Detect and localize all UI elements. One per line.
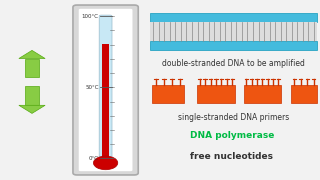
Text: 0°C: 0°C [89, 156, 99, 161]
Bar [150, 22, 317, 41]
Text: free nucleotides: free nucleotides [190, 152, 274, 161]
Text: double-stranded DNA to be amplified: double-stranded DNA to be amplified [162, 59, 305, 68]
Circle shape [93, 156, 118, 170]
Bar [291, 85, 317, 103]
Bar [244, 85, 281, 103]
Text: 50°C: 50°C [85, 85, 99, 90]
FancyBboxPatch shape [79, 9, 132, 171]
Text: single-stranded DNA primers: single-stranded DNA primers [178, 112, 289, 122]
Bar [150, 41, 317, 50]
Bar [25, 86, 39, 105]
Text: 100°C: 100°C [82, 14, 99, 19]
Bar [25, 58, 39, 77]
Bar [152, 85, 184, 103]
Bar [197, 85, 235, 103]
Bar [102, 44, 109, 158]
FancyBboxPatch shape [99, 15, 112, 159]
Text: DNA polymerase: DNA polymerase [190, 130, 274, 140]
Polygon shape [19, 50, 45, 58]
Bar [150, 13, 317, 22]
Polygon shape [19, 105, 45, 113]
FancyBboxPatch shape [73, 5, 138, 175]
